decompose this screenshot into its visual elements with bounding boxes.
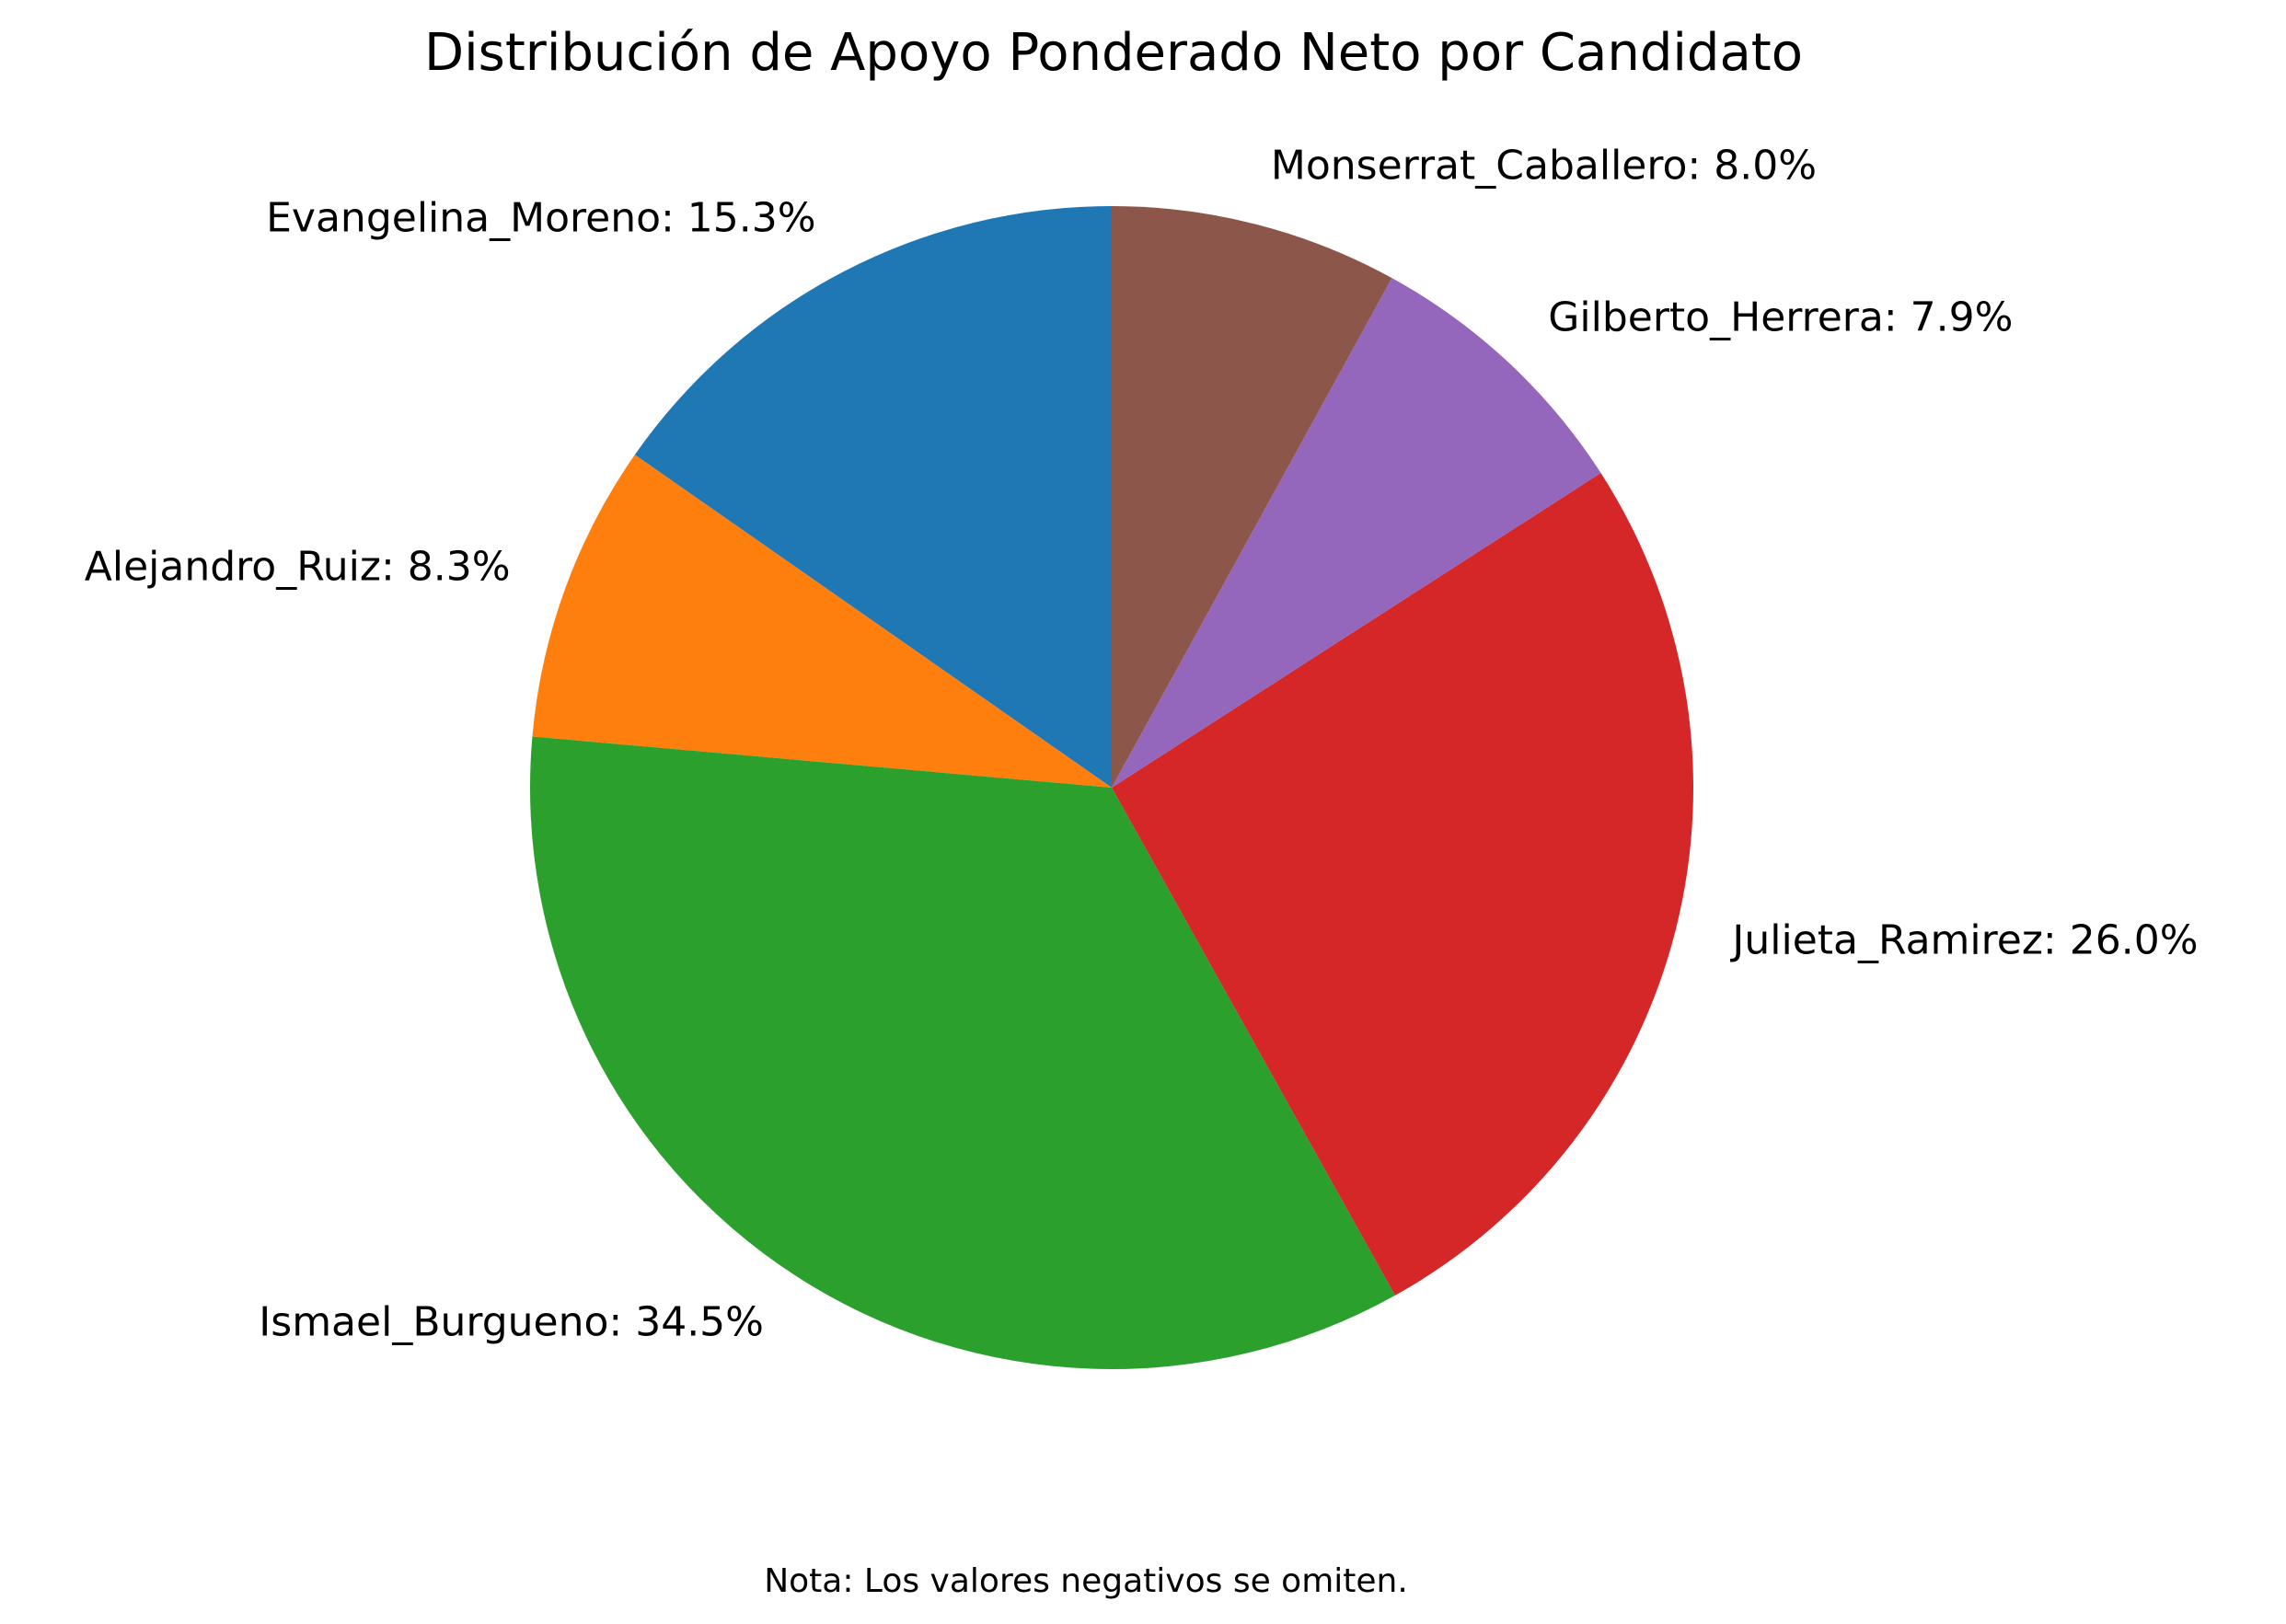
slice-label-ismael-burgueno: Ismael_Burgueno: 34.5% xyxy=(259,1298,764,1345)
slice-label-monserrat-caballero: Monserrat_Caballero: 8.0% xyxy=(1271,143,1817,190)
slice-label-alejandro-ruiz: Alejandro_Ruiz: 8.3% xyxy=(85,544,511,591)
slice-label-julieta-ramirez: Julieta_Ramirez: 26.0% xyxy=(1729,917,2198,964)
slice-label-evangelina-moreno: Evangelina_Moreno: 15.3% xyxy=(266,195,815,242)
pie-slice-ismael-burgueno xyxy=(529,736,1395,1369)
pie-slice-monserrat-caballero xyxy=(1112,206,1392,788)
pie-slice-gilberto-herrera xyxy=(1112,278,1601,788)
slice-label-gilberto-herrera: Gilberto_Herrera: 7.9% xyxy=(1548,294,2013,341)
pie-slice-alejandro-ruiz xyxy=(532,455,1112,788)
pie-labels: Evangelina_Moreno: 15.3% Alejandro_Ruiz: … xyxy=(85,143,2199,1346)
chart-note: Nota: Los valores negativos se omiten. xyxy=(764,1562,1408,1600)
pie-slice-julieta-ramirez xyxy=(1112,473,1694,1296)
pie-slices xyxy=(529,206,1694,1369)
pie-slice-evangelina-moreno xyxy=(634,206,1112,788)
chart-title: Distribución de Apoyo Ponderado Neto por… xyxy=(424,23,1803,83)
